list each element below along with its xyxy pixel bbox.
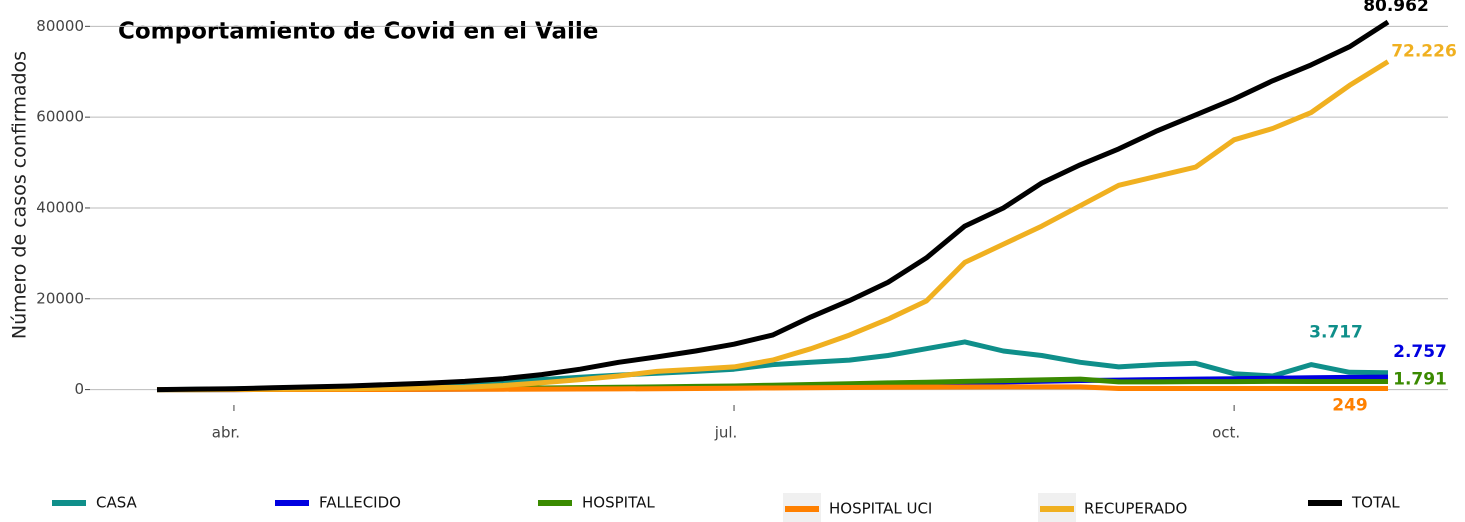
series-line	[157, 59, 1390, 393]
y-tick-label: 0	[74, 380, 84, 398]
legend-swatch	[1308, 500, 1342, 506]
legend-swatch	[52, 500, 86, 506]
y-tick-label: 20000	[36, 289, 84, 307]
legend-label: FALLECIDO	[319, 494, 401, 512]
y-axis-label: Número de casos confirmados	[9, 51, 31, 339]
legend-swatch	[275, 500, 309, 506]
legend-label: CASA	[96, 494, 138, 512]
value-label: 249	[1332, 395, 1368, 415]
legend-label: TOTAL	[1351, 494, 1400, 512]
y-tick-label: 60000	[36, 108, 84, 126]
legend-label: RECUPERADO	[1084, 500, 1187, 518]
legend-label: HOSPITAL UCI	[829, 500, 932, 518]
x-tick-label: oct.	[1212, 424, 1240, 442]
legend-swatch	[785, 506, 819, 512]
legend-swatch	[1040, 506, 1074, 512]
y-tick-label: 80000	[36, 17, 84, 35]
y-tick-label: 40000	[36, 198, 84, 216]
value-label: 3.717	[1309, 323, 1363, 343]
x-tick-label: jul.	[714, 424, 738, 442]
series-line	[156, 19, 1390, 393]
value-label: 1.791	[1393, 369, 1447, 389]
x-tick-label: abr.	[212, 424, 240, 442]
legend-label: HOSPITAL	[582, 494, 655, 512]
chart-title: Comportamiento de Covid en el Valle	[118, 19, 598, 45]
value-label: 72.226	[1391, 42, 1457, 62]
value-label: 80.962	[1363, 0, 1429, 16]
value-label: 2.757	[1393, 342, 1447, 362]
legend-swatch	[538, 500, 572, 506]
